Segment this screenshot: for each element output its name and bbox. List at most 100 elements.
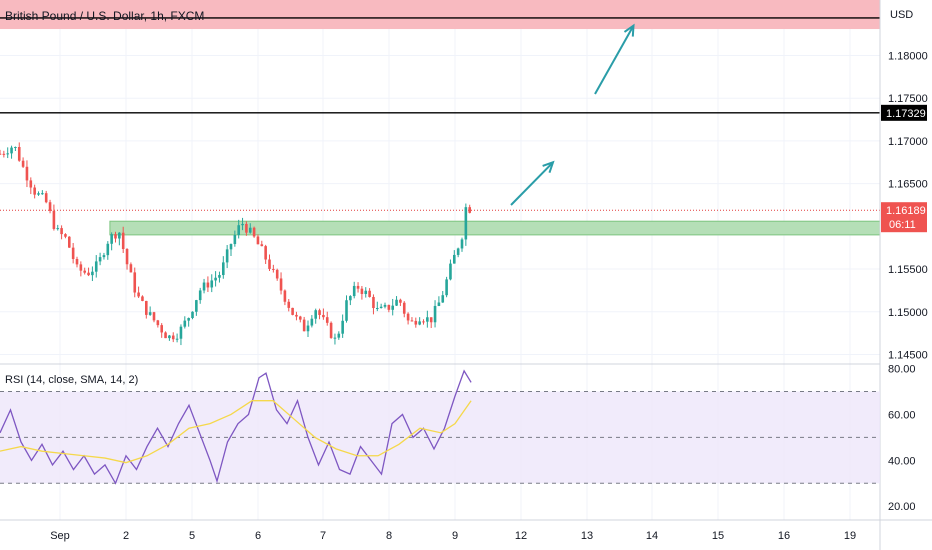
candle [41,193,44,195]
candle [106,243,110,256]
projection-arrow-2 [594,25,635,95]
candle [229,244,233,250]
support-zone [109,220,881,236]
projection-arrow-1 [510,161,554,206]
time-tick-label: 7 [320,530,326,542]
candle [245,223,248,233]
candle [387,304,391,310]
candle [110,234,113,244]
candle [291,307,294,315]
candle [329,322,333,338]
candle [202,282,206,291]
time-tick-label: 6 [255,530,261,542]
candle [37,193,40,195]
candle [402,302,406,314]
candle [25,166,29,181]
time-tick-label: Sep [50,530,70,542]
candle [214,277,217,281]
candle [137,292,140,297]
price-tick-label: 1.16500 [888,179,928,191]
candle [218,275,221,278]
candle [399,299,402,303]
time-tick-label: 5 [189,530,195,542]
candle [364,290,368,294]
candle [414,320,418,325]
candle [133,272,137,293]
time-tick-label: 16 [778,530,790,542]
candle [2,153,6,155]
candle [349,296,352,301]
last-price-label: 1.16189 [886,205,926,217]
rsi-line [0,369,472,485]
price-tick-label: 1.15000 [888,307,928,319]
candle [75,258,79,265]
candle [160,325,163,333]
candle [233,235,237,245]
candle [453,254,456,264]
candle [10,147,13,154]
last-price-box [881,202,927,233]
candle [325,317,329,323]
candle [60,228,63,235]
candle [83,270,86,273]
candles [0,142,471,346]
candle [183,320,187,327]
candle [179,326,183,339]
candle [17,147,21,161]
candle [268,259,271,269]
candle [383,304,387,307]
candle [114,234,117,239]
candle [241,223,244,226]
candle [410,320,414,322]
candle [171,335,175,340]
candle [6,153,9,155]
candle [64,234,67,237]
candle [152,312,156,321]
candle [237,225,240,236]
rsi-tick-label: 60.00 [888,409,916,421]
candle [210,280,214,288]
candle [0,153,2,155]
candle [449,263,452,280]
candle [156,320,160,326]
candle [426,317,429,322]
candle [206,282,210,288]
currency-label: USD [890,9,914,21]
candle [418,321,421,325]
candle [102,255,106,258]
candle [356,285,360,289]
candle [191,311,194,319]
candle [310,318,314,326]
candle [71,247,75,259]
candle [395,299,398,306]
candle [341,320,344,334]
candle [68,236,71,248]
candle [175,338,179,340]
candle [460,239,464,249]
candle [372,296,375,309]
candle [391,305,394,310]
candle [333,337,337,339]
chart-title: British Pound / U.S. Dollar, 1h, FXCM [5,9,205,23]
candle [345,300,348,321]
candle [422,321,425,323]
candle [456,248,460,255]
time-tick-label: 14 [646,530,658,542]
candle [429,317,433,323]
candle [91,271,94,276]
time-tick-label: 2 [123,530,129,542]
candle [48,202,52,211]
candle [21,160,25,167]
candle [141,296,144,301]
candle [295,314,298,317]
time-tick-label: 19 [844,530,856,542]
candle [360,288,364,294]
price-tick-label: 1.18000 [888,51,928,63]
candle [125,248,129,265]
candle [87,272,90,276]
candle [283,290,287,302]
candle [248,227,252,233]
candle [195,300,198,312]
